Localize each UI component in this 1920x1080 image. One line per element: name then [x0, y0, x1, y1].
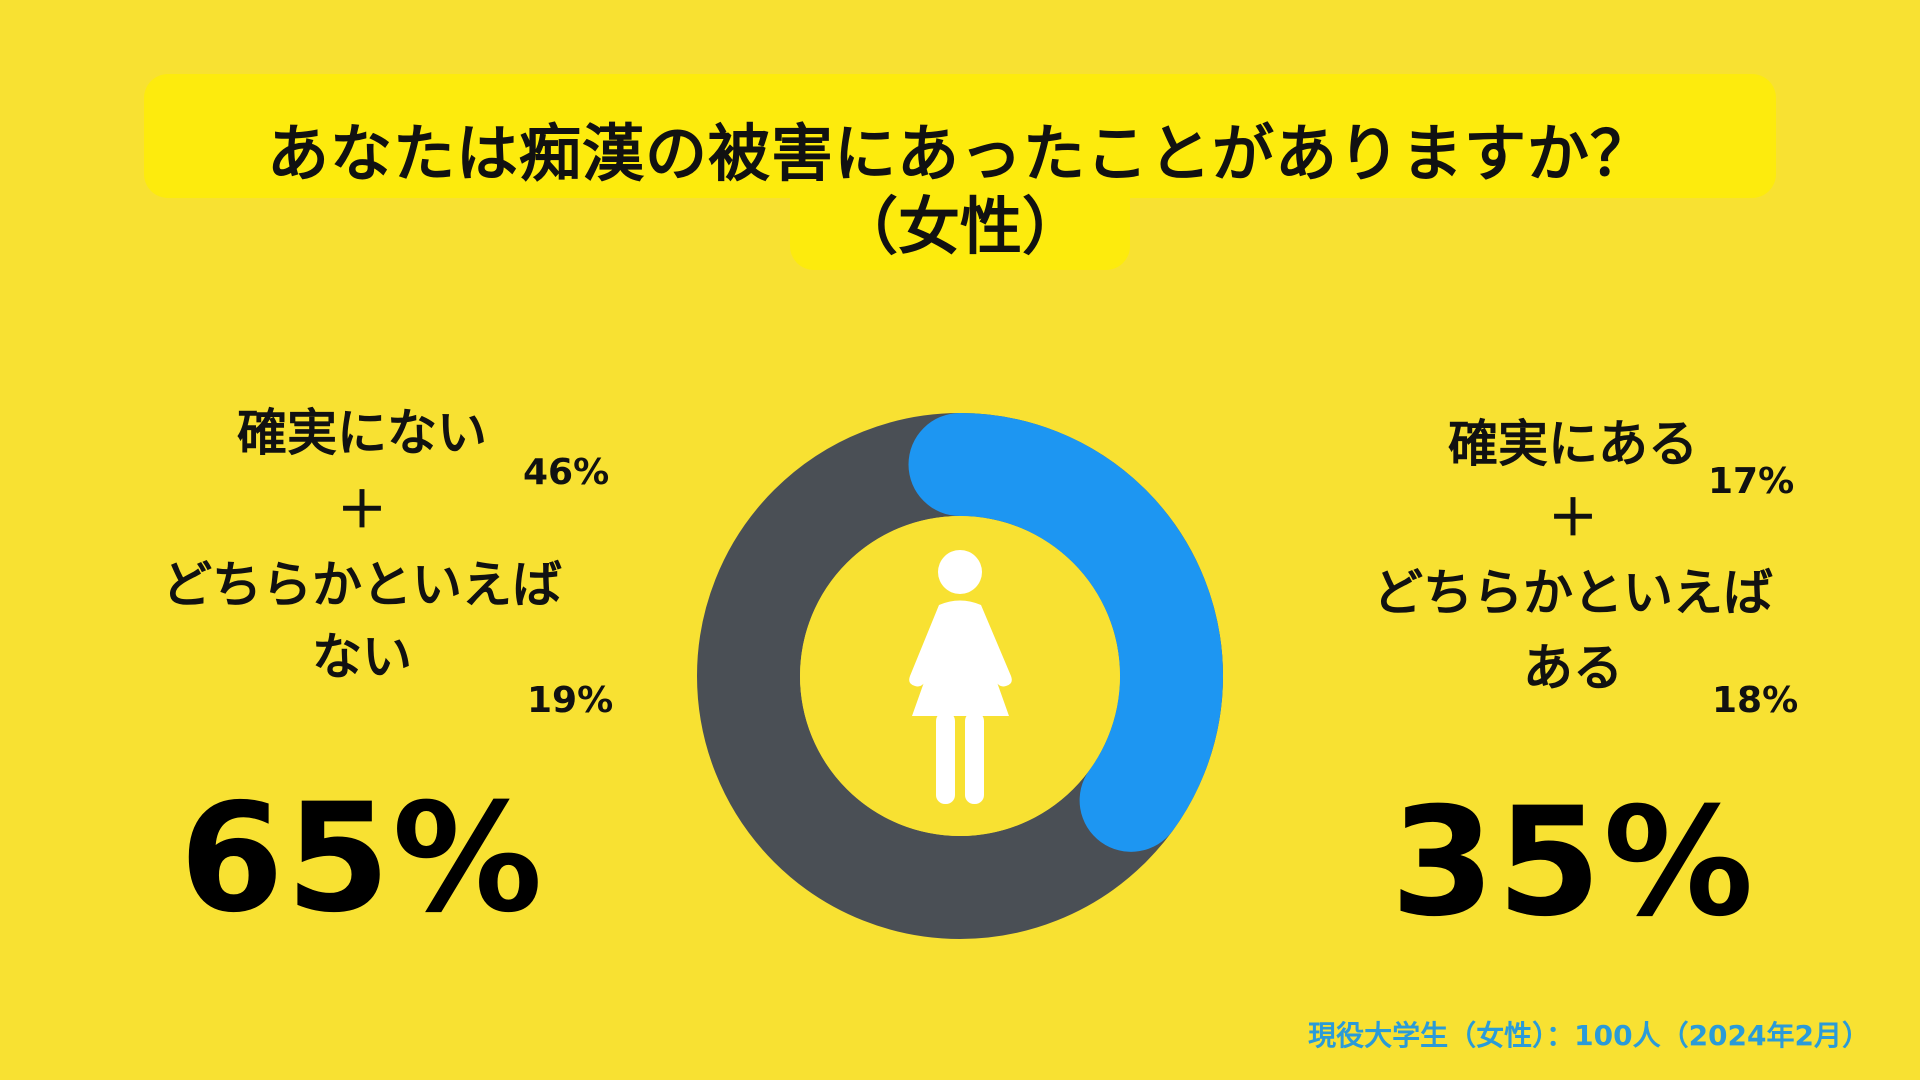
chart-subtitle: （女性） [835, 190, 1084, 263]
left-label-plus: ＋ [337, 481, 387, 539]
left-pct-rather-no: 19% [527, 680, 614, 721]
left-total-percentage: 65% [179, 772, 545, 946]
right-pct-definitely-yes: 17% [1708, 461, 1795, 502]
right-label-plus: ＋ [1548, 489, 1598, 547]
donut-segment-yes [908, 413, 1223, 852]
title-box-tab [790, 170, 1130, 270]
donut-segments [697, 413, 1223, 939]
right-pct-rather-yes: 18% [1712, 680, 1799, 721]
left-label-line-3: どちらかといえば [162, 556, 562, 614]
left-label-line-1: 確実にない [237, 404, 487, 462]
chart-title: あなたは痴漢の被害にあったことがありますか？ [266, 117, 1653, 190]
woman-icon [909, 550, 1012, 804]
left-label-line-4: ない [312, 628, 412, 686]
right-label-line-4: ある [1523, 639, 1623, 697]
right-label-line-3: どちらかといえば [1373, 564, 1773, 622]
right-total-percentage: 35% [1390, 776, 1756, 950]
left-pct-definitely-no: 46% [523, 452, 610, 493]
survey-footnote: 現役大学生（女性）：100人（2024年2月） [1308, 1019, 1870, 1052]
right-label-line-1: 確実にある [1448, 415, 1698, 473]
